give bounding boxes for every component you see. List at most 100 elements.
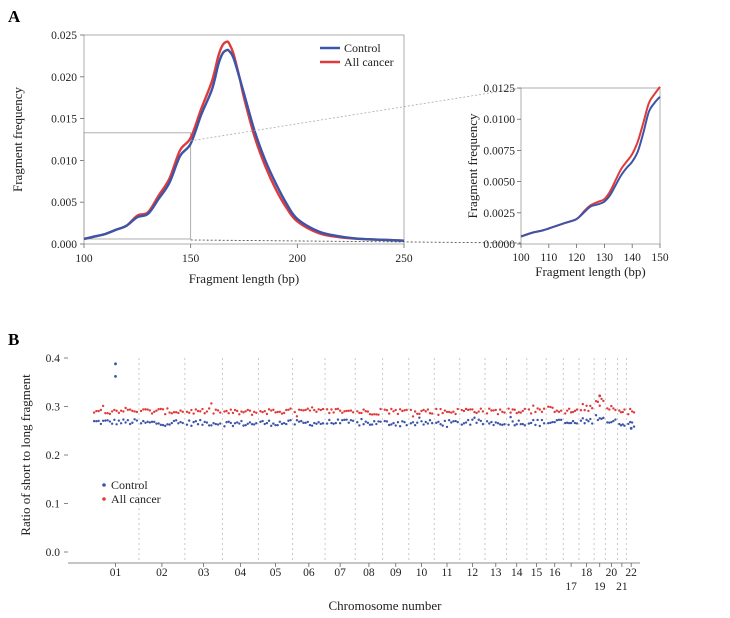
point-all-cancer xyxy=(242,411,245,414)
point-control xyxy=(585,418,588,422)
point-control xyxy=(575,422,579,425)
point-all-cancer xyxy=(547,405,550,408)
legend-dot-control xyxy=(102,483,106,487)
point-all-cancer xyxy=(496,412,500,416)
point-all-cancer xyxy=(416,412,419,415)
point-control xyxy=(394,424,397,427)
legend-dot-all-cancer xyxy=(102,497,106,501)
point-control xyxy=(287,419,290,422)
point-control xyxy=(398,425,402,428)
point-all-cancer xyxy=(108,412,112,416)
point-control xyxy=(370,423,374,426)
legend-label-control: Control xyxy=(344,41,381,55)
point-all-cancer xyxy=(437,413,440,417)
point-control xyxy=(131,421,134,424)
point-control xyxy=(336,418,340,421)
point-all-cancer xyxy=(360,411,363,415)
point-control xyxy=(627,422,630,426)
point-control xyxy=(313,421,316,425)
point-all-cancer xyxy=(614,408,617,412)
point-control xyxy=(265,421,269,425)
y-tick-label: 0.2 xyxy=(46,450,61,462)
point-all-cancer xyxy=(569,411,573,414)
point-control xyxy=(97,419,100,423)
point-all-cancer xyxy=(364,410,367,413)
point-control xyxy=(135,419,139,422)
point-control xyxy=(549,421,552,425)
point-control xyxy=(424,420,427,424)
point-all-cancer xyxy=(513,408,516,411)
point-all-cancer xyxy=(205,410,209,413)
point-all-cancer xyxy=(387,412,391,415)
point-control xyxy=(240,419,243,423)
panel-a-zoom-region xyxy=(83,132,192,240)
zoom-connector-lines xyxy=(190,87,522,244)
point-all-cancer xyxy=(565,409,569,412)
point-all-cancer xyxy=(598,404,601,407)
point-control xyxy=(479,419,483,423)
point-control xyxy=(392,421,395,425)
point-control xyxy=(411,421,415,424)
point-control xyxy=(172,419,176,423)
point-all-cancer xyxy=(536,407,539,410)
y-tick-label: 0.005 xyxy=(51,197,77,209)
point-control xyxy=(306,420,309,424)
point-control xyxy=(159,423,163,427)
point-control xyxy=(452,420,455,423)
point-all-cancer xyxy=(464,407,468,411)
point-control xyxy=(366,421,370,425)
point-control xyxy=(475,421,478,425)
chromosome-label: 02 xyxy=(156,567,168,579)
point-control xyxy=(557,418,561,422)
y-tick-label: 0.020 xyxy=(51,72,77,84)
point-control xyxy=(349,419,353,422)
panel-b-points xyxy=(92,362,636,430)
point-control xyxy=(212,422,215,425)
point-all-cancer xyxy=(157,408,160,411)
point-control xyxy=(351,419,355,423)
point-control xyxy=(439,423,442,426)
point-control xyxy=(207,424,211,427)
chromosome-label: 07 xyxy=(334,567,346,579)
chromosome-label: 19 xyxy=(594,581,606,593)
panel-b-plot: 0.0 0.1 0.2 0.3 0.4 01 02 03 04 05 06 07 08 09 10 11 12… xyxy=(18,353,640,613)
point-control xyxy=(185,423,189,426)
point-control xyxy=(610,420,613,424)
point-control xyxy=(426,422,430,425)
y-tick-label: 0.0000 xyxy=(483,239,515,251)
chromosome-label: 06 xyxy=(303,567,315,579)
panel-a-x-ticks: 100 150 200 250 xyxy=(75,244,413,265)
point-all-cancer xyxy=(187,411,191,414)
point-control xyxy=(235,421,239,424)
point-control xyxy=(246,422,249,426)
point-control xyxy=(542,422,546,425)
point-control xyxy=(579,419,583,422)
zoom-box xyxy=(83,132,192,240)
point-control xyxy=(553,420,556,424)
point-all-cancer xyxy=(567,407,571,410)
point-control xyxy=(494,421,497,424)
point-all-cancer xyxy=(398,408,402,411)
point-all-cancer xyxy=(589,404,592,408)
point-control xyxy=(596,418,600,422)
point-control xyxy=(385,420,389,423)
series-line-all-cancer xyxy=(83,40,405,242)
point-control xyxy=(332,422,335,426)
panel-a-y-ticks: 0.000 0.005 0.010 0.015 0.020 0.025 xyxy=(51,30,84,251)
point-control xyxy=(104,419,107,422)
point-control xyxy=(117,419,121,422)
point-all-cancer xyxy=(579,409,583,412)
panel-label-a: A xyxy=(8,7,21,26)
point-control xyxy=(146,420,149,424)
point-all-cancer xyxy=(219,411,222,414)
point-all-cancer xyxy=(587,409,590,413)
point-all-cancer xyxy=(529,412,533,415)
point-all-cancer xyxy=(115,409,118,413)
point-control xyxy=(396,421,400,424)
x-tick-label: 100 xyxy=(75,253,93,265)
point-control xyxy=(551,420,554,424)
point-control xyxy=(358,424,361,427)
point-control xyxy=(168,423,171,426)
point-control xyxy=(142,419,145,423)
point-all-cancer xyxy=(351,411,355,414)
